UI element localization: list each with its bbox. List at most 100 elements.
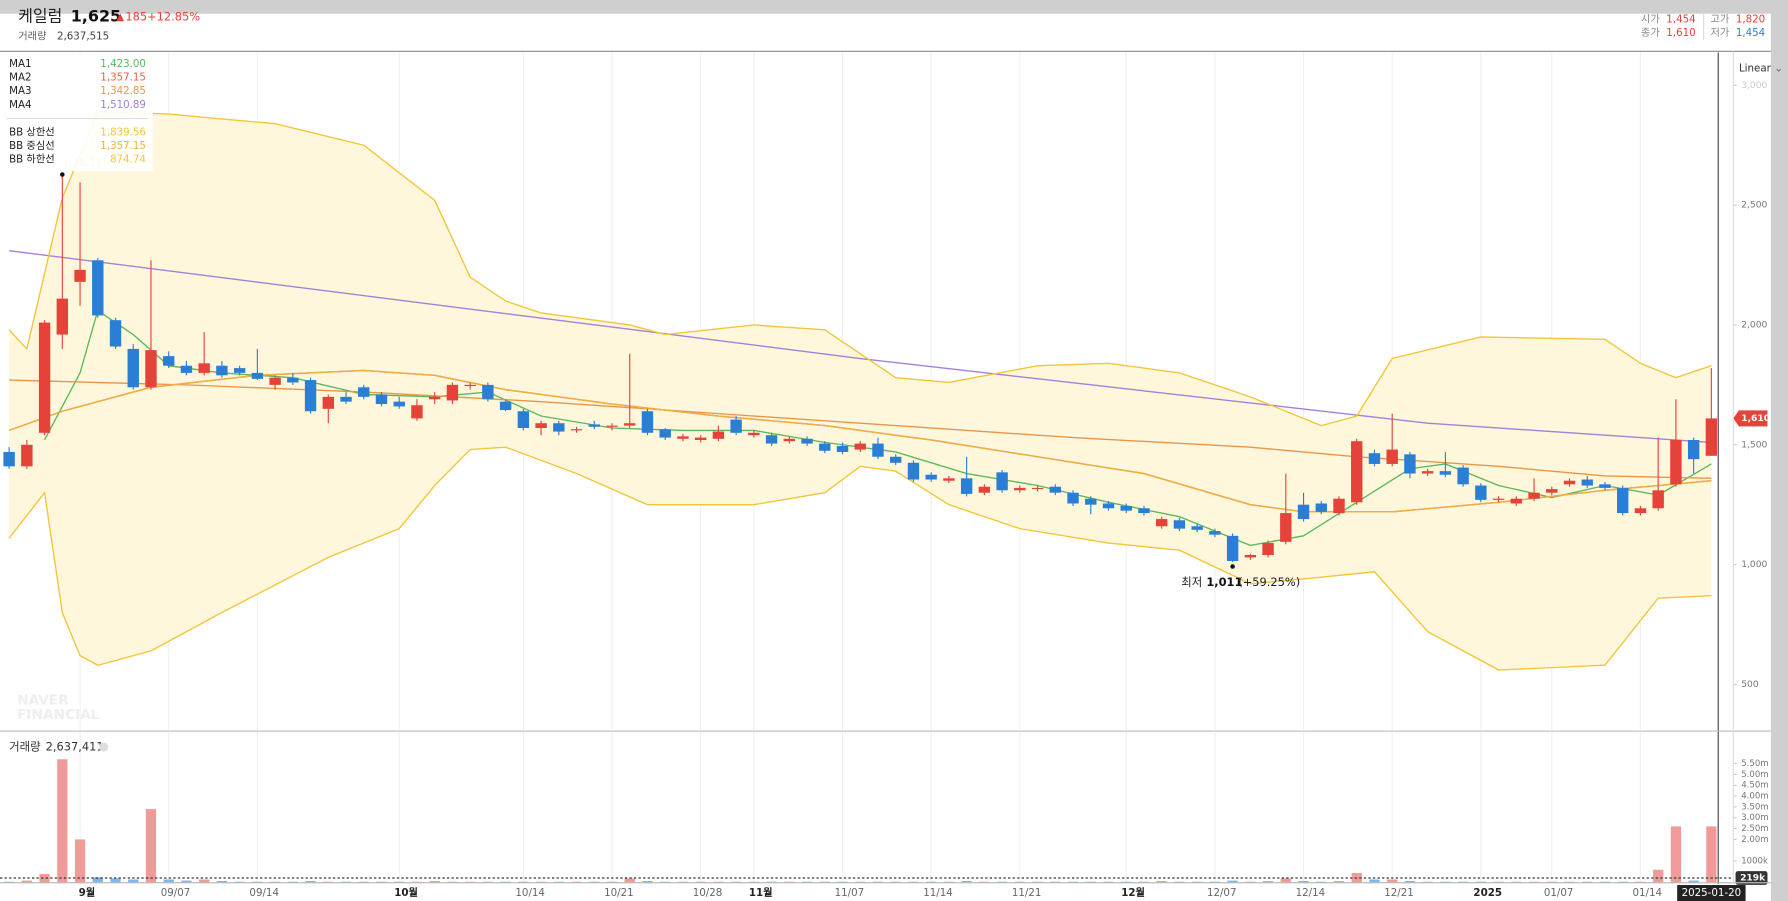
- volume-bar: [1670, 826, 1682, 883]
- candle-body: [854, 443, 866, 450]
- legend-name: MA2: [9, 72, 31, 84]
- volume-bar: [92, 877, 103, 883]
- volume-y-tick-label: 2.50m: [1741, 824, 1768, 834]
- candle-body: [606, 425, 618, 427]
- candle-body: [925, 474, 937, 480]
- candle-body: [1333, 498, 1345, 514]
- candle-body: [553, 423, 565, 432]
- candle-body: [304, 380, 317, 412]
- x-tick-label: 10/14: [515, 887, 545, 899]
- candle-body: [836, 445, 849, 452]
- legend-value: 1,357.15: [100, 72, 146, 84]
- candle-body: [1173, 520, 1186, 529]
- stock-name: 케일럼: [18, 7, 62, 26]
- volume-bar: [1333, 881, 1345, 883]
- x-tick-label: 10월: [394, 886, 418, 899]
- x-tick-label: 11/21: [1012, 887, 1042, 899]
- volume-bar: [57, 759, 68, 883]
- ohlc-label: 고가: [1710, 13, 1729, 25]
- candle-body: [3, 451, 15, 467]
- volume-bar: [961, 881, 972, 883]
- volume-bar: [1706, 826, 1717, 883]
- candle-body: [659, 429, 671, 438]
- candle-body: [1209, 531, 1221, 535]
- ohlc-value: 1,454: [1736, 27, 1765, 39]
- candle-body: [677, 436, 689, 439]
- candle-body: [1457, 467, 1469, 485]
- candle-body: [1138, 508, 1150, 514]
- candle-body: [1386, 449, 1398, 464]
- candle-body: [1244, 555, 1257, 558]
- volume-y-tick-label: 3.50m: [1741, 802, 1768, 812]
- volume-bar: [216, 881, 228, 883]
- candle-body: [1262, 543, 1274, 556]
- volume-bar: [145, 809, 157, 883]
- legend: MA1 1,423.00 MA2 1,357.15 MA3 1,342.85 MA4 1,51…: [9, 58, 146, 166]
- price-tag-label: 1,610: [1741, 414, 1770, 424]
- indicator-line: [9, 250, 1712, 444]
- candle-body: [1102, 503, 1115, 509]
- candle-body: [890, 456, 902, 463]
- candle-body: [375, 394, 388, 405]
- x-tick-label: 10/28: [693, 887, 723, 899]
- settings-icon[interactable]: [99, 742, 109, 752]
- candle-body: [819, 443, 831, 451]
- volume-bar: [1280, 878, 1291, 883]
- watermark: NAVER: [17, 692, 69, 708]
- candle-body: [428, 396, 441, 400]
- legend-name: MA4: [9, 99, 31, 111]
- y-tick-label: 500: [1741, 680, 1759, 690]
- y-tick-label: 3,000: [1741, 81, 1767, 91]
- volume-bar: [21, 880, 32, 883]
- dropdown-caret[interactable]: ⌄: [1774, 62, 1783, 74]
- volume-bar: [1227, 880, 1238, 883]
- legend-name: BB 상한선: [9, 126, 55, 138]
- candle-body: [198, 363, 210, 373]
- candle-body: [1031, 487, 1044, 490]
- candle-body: [978, 486, 991, 493]
- x-tick-label: 10/21: [604, 887, 634, 899]
- volume-bar: [1298, 881, 1309, 883]
- price: 1,625: [71, 7, 121, 26]
- high-marker: [60, 172, 65, 177]
- candle-body: [464, 384, 476, 387]
- candle-body: [411, 405, 423, 419]
- candle-body: [38, 322, 51, 433]
- candle-body: [74, 269, 86, 282]
- candle-body: [393, 401, 405, 407]
- candle-body: [1297, 504, 1310, 520]
- scale-dropdown[interactable]: Linear ⌄: [1739, 62, 1783, 74]
- low-value: 1,011: [1206, 575, 1242, 589]
- legend-name: MA3: [9, 85, 31, 97]
- right-frame: [1770, 0, 1788, 901]
- candle-body: [1617, 487, 1629, 514]
- candle-body: [163, 356, 175, 366]
- ohlc-label: 시가: [1641, 13, 1660, 25]
- candle-body: [1475, 485, 1487, 500]
- candle-body: [1067, 492, 1079, 504]
- volume-bar: [1369, 879, 1380, 883]
- ohlc-label: 저가: [1710, 27, 1729, 39]
- volume-y-tick-label: 4.50m: [1741, 781, 1768, 791]
- volume-label: 거래량: [18, 30, 47, 42]
- candle-body: [748, 432, 760, 436]
- x-tick-label: 2025: [1473, 887, 1502, 899]
- date-tag-label: 2025-01-20: [1682, 887, 1742, 899]
- y-tick-label: 2,000: [1741, 320, 1767, 330]
- volume-y-tick-label: 5.50m: [1741, 759, 1768, 769]
- candle-body: [233, 368, 246, 373]
- candle-body: [1085, 498, 1097, 505]
- volume-bar: [1688, 880, 1699, 883]
- candle-body: [251, 372, 264, 379]
- candle-body: [216, 365, 228, 376]
- x-tick-label: 12/14: [1296, 887, 1326, 899]
- x-tick-label: 12월: [1121, 886, 1145, 899]
- candle-body: [535, 423, 547, 429]
- candle-body: [1155, 519, 1168, 527]
- volume-bar: [429, 881, 440, 883]
- x-tick-label: 09/07: [161, 887, 191, 899]
- candle-body: [1652, 490, 1664, 509]
- scale-mode[interactable]: Linear: [1739, 62, 1772, 74]
- candle-body: [1528, 492, 1540, 499]
